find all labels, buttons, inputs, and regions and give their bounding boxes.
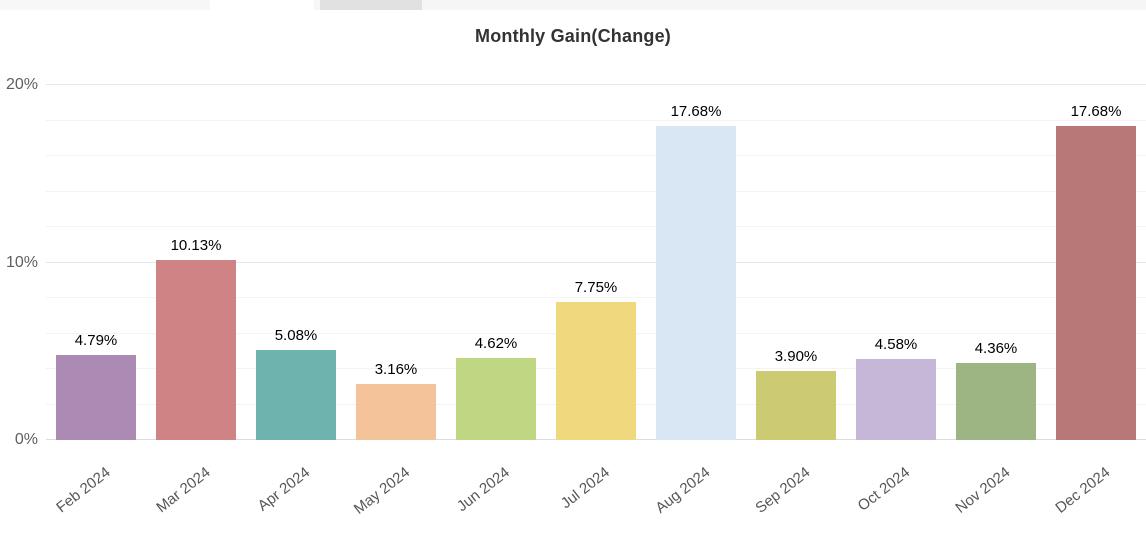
bar-value-label: 4.62% (474, 335, 518, 352)
x-slot: Feb 2024 (46, 440, 146, 540)
bar-slot: 4.58% (846, 85, 946, 440)
bar-slot: 17.68% (646, 85, 746, 440)
bar-jul-2024[interactable] (556, 302, 636, 440)
x-slot: Nov 2024 (946, 440, 1046, 540)
y-axis: 0% 10% 20% (0, 76, 38, 448)
bar-value-label: 3.16% (374, 360, 418, 378)
bar-value-label: 7.75% (574, 279, 618, 297)
x-axis-label: May 2024 (350, 463, 414, 518)
gridline-minor (46, 226, 1146, 227)
x-axis-label: Sep 2024 (752, 463, 814, 517)
bar-slot: 10.13% (146, 85, 246, 440)
tab-active-remnant[interactable] (210, 0, 314, 10)
bar-slot: 3.16% (346, 85, 446, 440)
gridline-minor (46, 119, 1146, 121)
bar-mar-2024[interactable] (156, 260, 236, 440)
gridline-major (46, 261, 1146, 263)
bar-value-label: 4.36% (974, 339, 1018, 357)
bar-slot: 17.68% (1046, 85, 1146, 440)
plot-area: 4.79% 10.13% 5.08% 3.16% 4.62% 7.75% 17.68% 3.9… (46, 84, 1146, 440)
gridline-minor (46, 297, 1146, 298)
bar-value-label: 17.68% (670, 103, 722, 121)
x-slot: Oct 2024 (846, 440, 946, 540)
bar-value-label: 10.13% (170, 237, 222, 255)
y-tick-label: 10% (5, 253, 38, 271)
x-slot: Mar 2024 (146, 440, 246, 540)
bar-apr-2024[interactable] (256, 349, 336, 440)
bar-jun-2024[interactable] (456, 358, 536, 440)
x-slot: Sep 2024 (746, 440, 846, 540)
x-axis: Feb 2024 Mar 2024 Apr 2024 May 2024 Jun 2024… (46, 440, 1146, 540)
bar-value-label: 17.68% (1070, 103, 1122, 121)
x-axis-label: Jul 2024 (558, 463, 614, 513)
bar-value-label: 4.58% (874, 335, 918, 353)
bar-sep-2024[interactable] (756, 370, 836, 440)
tab-inactive-remnant[interactable] (320, 0, 422, 10)
chart-title: Monthly Gain(Change) (475, 26, 671, 46)
bar-value-label: 3.90% (774, 347, 818, 365)
tab-strip-background-left (0, 0, 210, 10)
x-slot: Jul 2024 (546, 440, 646, 540)
bar-slot: 4.36% (946, 85, 1046, 440)
x-axis-label: Dec 2024 (1052, 463, 1114, 517)
bars-container: 4.79% 10.13% 5.08% 3.16% 4.62% 7.75% 17.68% 3.9… (46, 85, 1146, 440)
x-axis-label: Oct 2024 (854, 463, 914, 515)
bar-value-label: 5.08% (274, 326, 318, 344)
bar-slot: 4.62% (446, 85, 546, 440)
bar-slot: 4.79% (46, 85, 146, 440)
bar-slot: 5.08% (246, 85, 346, 440)
x-axis-label: Mar 2024 (152, 463, 214, 517)
x-slot: Dec 2024 (1046, 440, 1146, 540)
bar-feb-2024[interactable] (56, 354, 136, 440)
x-axis-label: Nov 2024 (952, 463, 1014, 517)
bar-slot: 3.90% (746, 85, 846, 440)
bar-value-label: 4.79% (74, 331, 118, 349)
x-axis-label: Aug 2024 (652, 463, 714, 517)
gridline-minor (46, 155, 1146, 156)
tab-strip-gap (314, 0, 320, 10)
gridline-major (46, 84, 1146, 85)
bar-slot: 7.75% (546, 85, 646, 440)
bar-dec-2024[interactable] (1056, 126, 1136, 440)
x-slot: Aug 2024 (646, 440, 746, 540)
x-slot: May 2024 (346, 440, 446, 540)
tab-strip (0, 0, 1146, 10)
y-tick-label: 0% (14, 431, 38, 448)
x-axis-label: Feb 2024 (52, 463, 114, 517)
bar-nov-2024[interactable] (956, 362, 1036, 440)
bar-oct-2024[interactable] (856, 358, 936, 440)
x-axis-label: Jun 2024 (454, 463, 514, 516)
bar-aug-2024[interactable] (656, 126, 736, 440)
x-slot: Apr 2024 (246, 440, 346, 540)
x-slot: Jun 2024 (446, 440, 546, 540)
y-tick-label: 20% (5, 76, 38, 93)
gridline-minor (46, 190, 1146, 192)
tab-strip-background-right (422, 0, 1146, 10)
bar-may-2024[interactable] (356, 383, 436, 440)
x-axis-label: Apr 2024 (254, 463, 314, 515)
